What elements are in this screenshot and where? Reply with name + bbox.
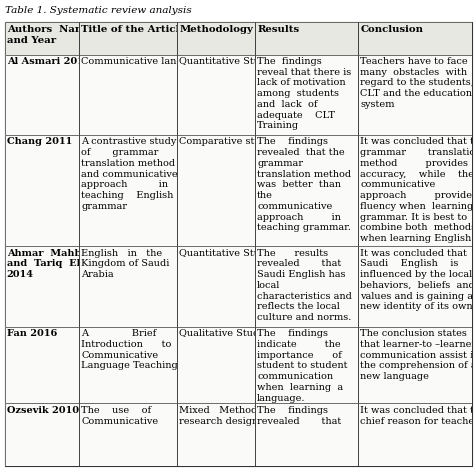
Bar bbox=[5, 135, 79, 246]
Bar bbox=[177, 327, 255, 403]
Bar bbox=[255, 135, 358, 246]
Bar bbox=[255, 403, 358, 466]
Bar bbox=[5, 246, 79, 327]
Text: Al Asmari 2015: Al Asmari 2015 bbox=[7, 57, 90, 66]
Bar bbox=[5, 246, 472, 327]
Bar bbox=[358, 327, 472, 403]
Text: It was concluded that the
grammar       translation
method         provides
accu: It was concluded that the grammar transl… bbox=[360, 137, 474, 243]
Text: Fan 2016: Fan 2016 bbox=[7, 329, 57, 338]
Bar bbox=[255, 55, 358, 135]
Bar bbox=[5, 327, 79, 403]
Text: It was concluded that
Saudi    English    is
influenced by the local
behaviors, : It was concluded that Saudi English is i… bbox=[360, 249, 474, 312]
Bar bbox=[79, 246, 177, 327]
Text: Communicative language teaching in EFL university context: Challenges for teache: Communicative language teaching in EFL u… bbox=[81, 57, 474, 66]
Bar bbox=[5, 327, 472, 403]
Text: Ahmar  Mahboob
and  Tariq  Elyas
2014: Ahmar Mahboob and Tariq Elyas 2014 bbox=[7, 249, 101, 279]
Text: The  findings
reveal that there is
lack of motivation
among  students
and  lack : The findings reveal that there is lack o… bbox=[257, 57, 351, 131]
Bar bbox=[5, 135, 472, 246]
Bar bbox=[79, 135, 177, 246]
Text: Authors  Name
and Year: Authors Name and Year bbox=[7, 25, 92, 44]
Text: The    findings
indicate         the
importance      of
student to student
commu: The findings indicate the importance of … bbox=[257, 329, 348, 402]
Bar bbox=[358, 22, 472, 55]
Text: A              Brief
Introduction      to
Communicative
Language Teaching: A Brief Introduction to Communicative La… bbox=[81, 329, 178, 370]
Text: The      results
revealed       that
Saudi English has
local
characteristics and: The results revealed that Saudi English … bbox=[257, 249, 352, 322]
Bar bbox=[79, 55, 177, 135]
Text: Quantitative Study: Quantitative Study bbox=[179, 249, 272, 258]
Text: Methodology: Methodology bbox=[179, 25, 253, 34]
Bar bbox=[358, 403, 472, 466]
Text: Teachers have to face
many  obstacles  with
regard to the students,
CLT and the : Teachers have to face many obstacles wit… bbox=[360, 57, 474, 109]
Bar bbox=[5, 55, 472, 135]
Text: Chang 2011: Chang 2011 bbox=[7, 137, 72, 146]
Text: The    use    of
Communicative: The use of Communicative bbox=[81, 406, 158, 425]
Bar bbox=[177, 135, 255, 246]
Text: Table 1. Systematic review analysis: Table 1. Systematic review analysis bbox=[5, 6, 191, 15]
Text: Results: Results bbox=[257, 25, 299, 34]
Bar bbox=[177, 246, 255, 327]
Bar bbox=[358, 246, 472, 327]
Text: Conclusion: Conclusion bbox=[360, 25, 423, 34]
Bar bbox=[5, 403, 79, 466]
Text: A contrastive study
of       grammar
translation method
and communicative
approa: A contrastive study of grammar translati… bbox=[81, 137, 178, 211]
Bar bbox=[177, 403, 255, 466]
Text: The    findings
revealed  that the
grammar
translation method
was  better  than
: The findings revealed that the grammar t… bbox=[257, 137, 351, 232]
Text: Ozsevik 2010: Ozsevik 2010 bbox=[7, 406, 79, 415]
Bar bbox=[255, 246, 358, 327]
Bar bbox=[358, 55, 472, 135]
Text: English   in   the
Kingdom of Saudi
Arabia: English in the Kingdom of Saudi Arabia bbox=[81, 249, 170, 279]
Text: The conclusion states
that learner-to –learner
communication assist in
the compr: The conclusion states that learner-to –l… bbox=[360, 329, 474, 381]
Bar bbox=[79, 22, 177, 55]
Bar bbox=[79, 327, 177, 403]
Bar bbox=[5, 22, 472, 55]
Bar bbox=[358, 135, 472, 246]
Text: Mixed   Method
research design: Mixed Method research design bbox=[179, 406, 258, 425]
Bar bbox=[177, 55, 255, 135]
Bar bbox=[5, 403, 472, 466]
Text: Quantitative Study: Quantitative Study bbox=[179, 57, 272, 66]
Bar bbox=[5, 22, 79, 55]
Bar bbox=[255, 22, 358, 55]
Text: Comparative study: Comparative study bbox=[179, 137, 273, 146]
Text: The    findings
revealed       that: The findings revealed that bbox=[257, 406, 341, 425]
Text: Qualitative Study: Qualitative Study bbox=[179, 329, 265, 338]
Bar bbox=[177, 22, 255, 55]
Bar bbox=[79, 403, 177, 466]
Bar bbox=[5, 55, 79, 135]
Bar bbox=[255, 327, 358, 403]
Text: It was concluded that the
chief reason for teachers: It was concluded that the chief reason f… bbox=[360, 406, 474, 425]
Text: Title of the Article: Title of the Article bbox=[81, 25, 186, 34]
